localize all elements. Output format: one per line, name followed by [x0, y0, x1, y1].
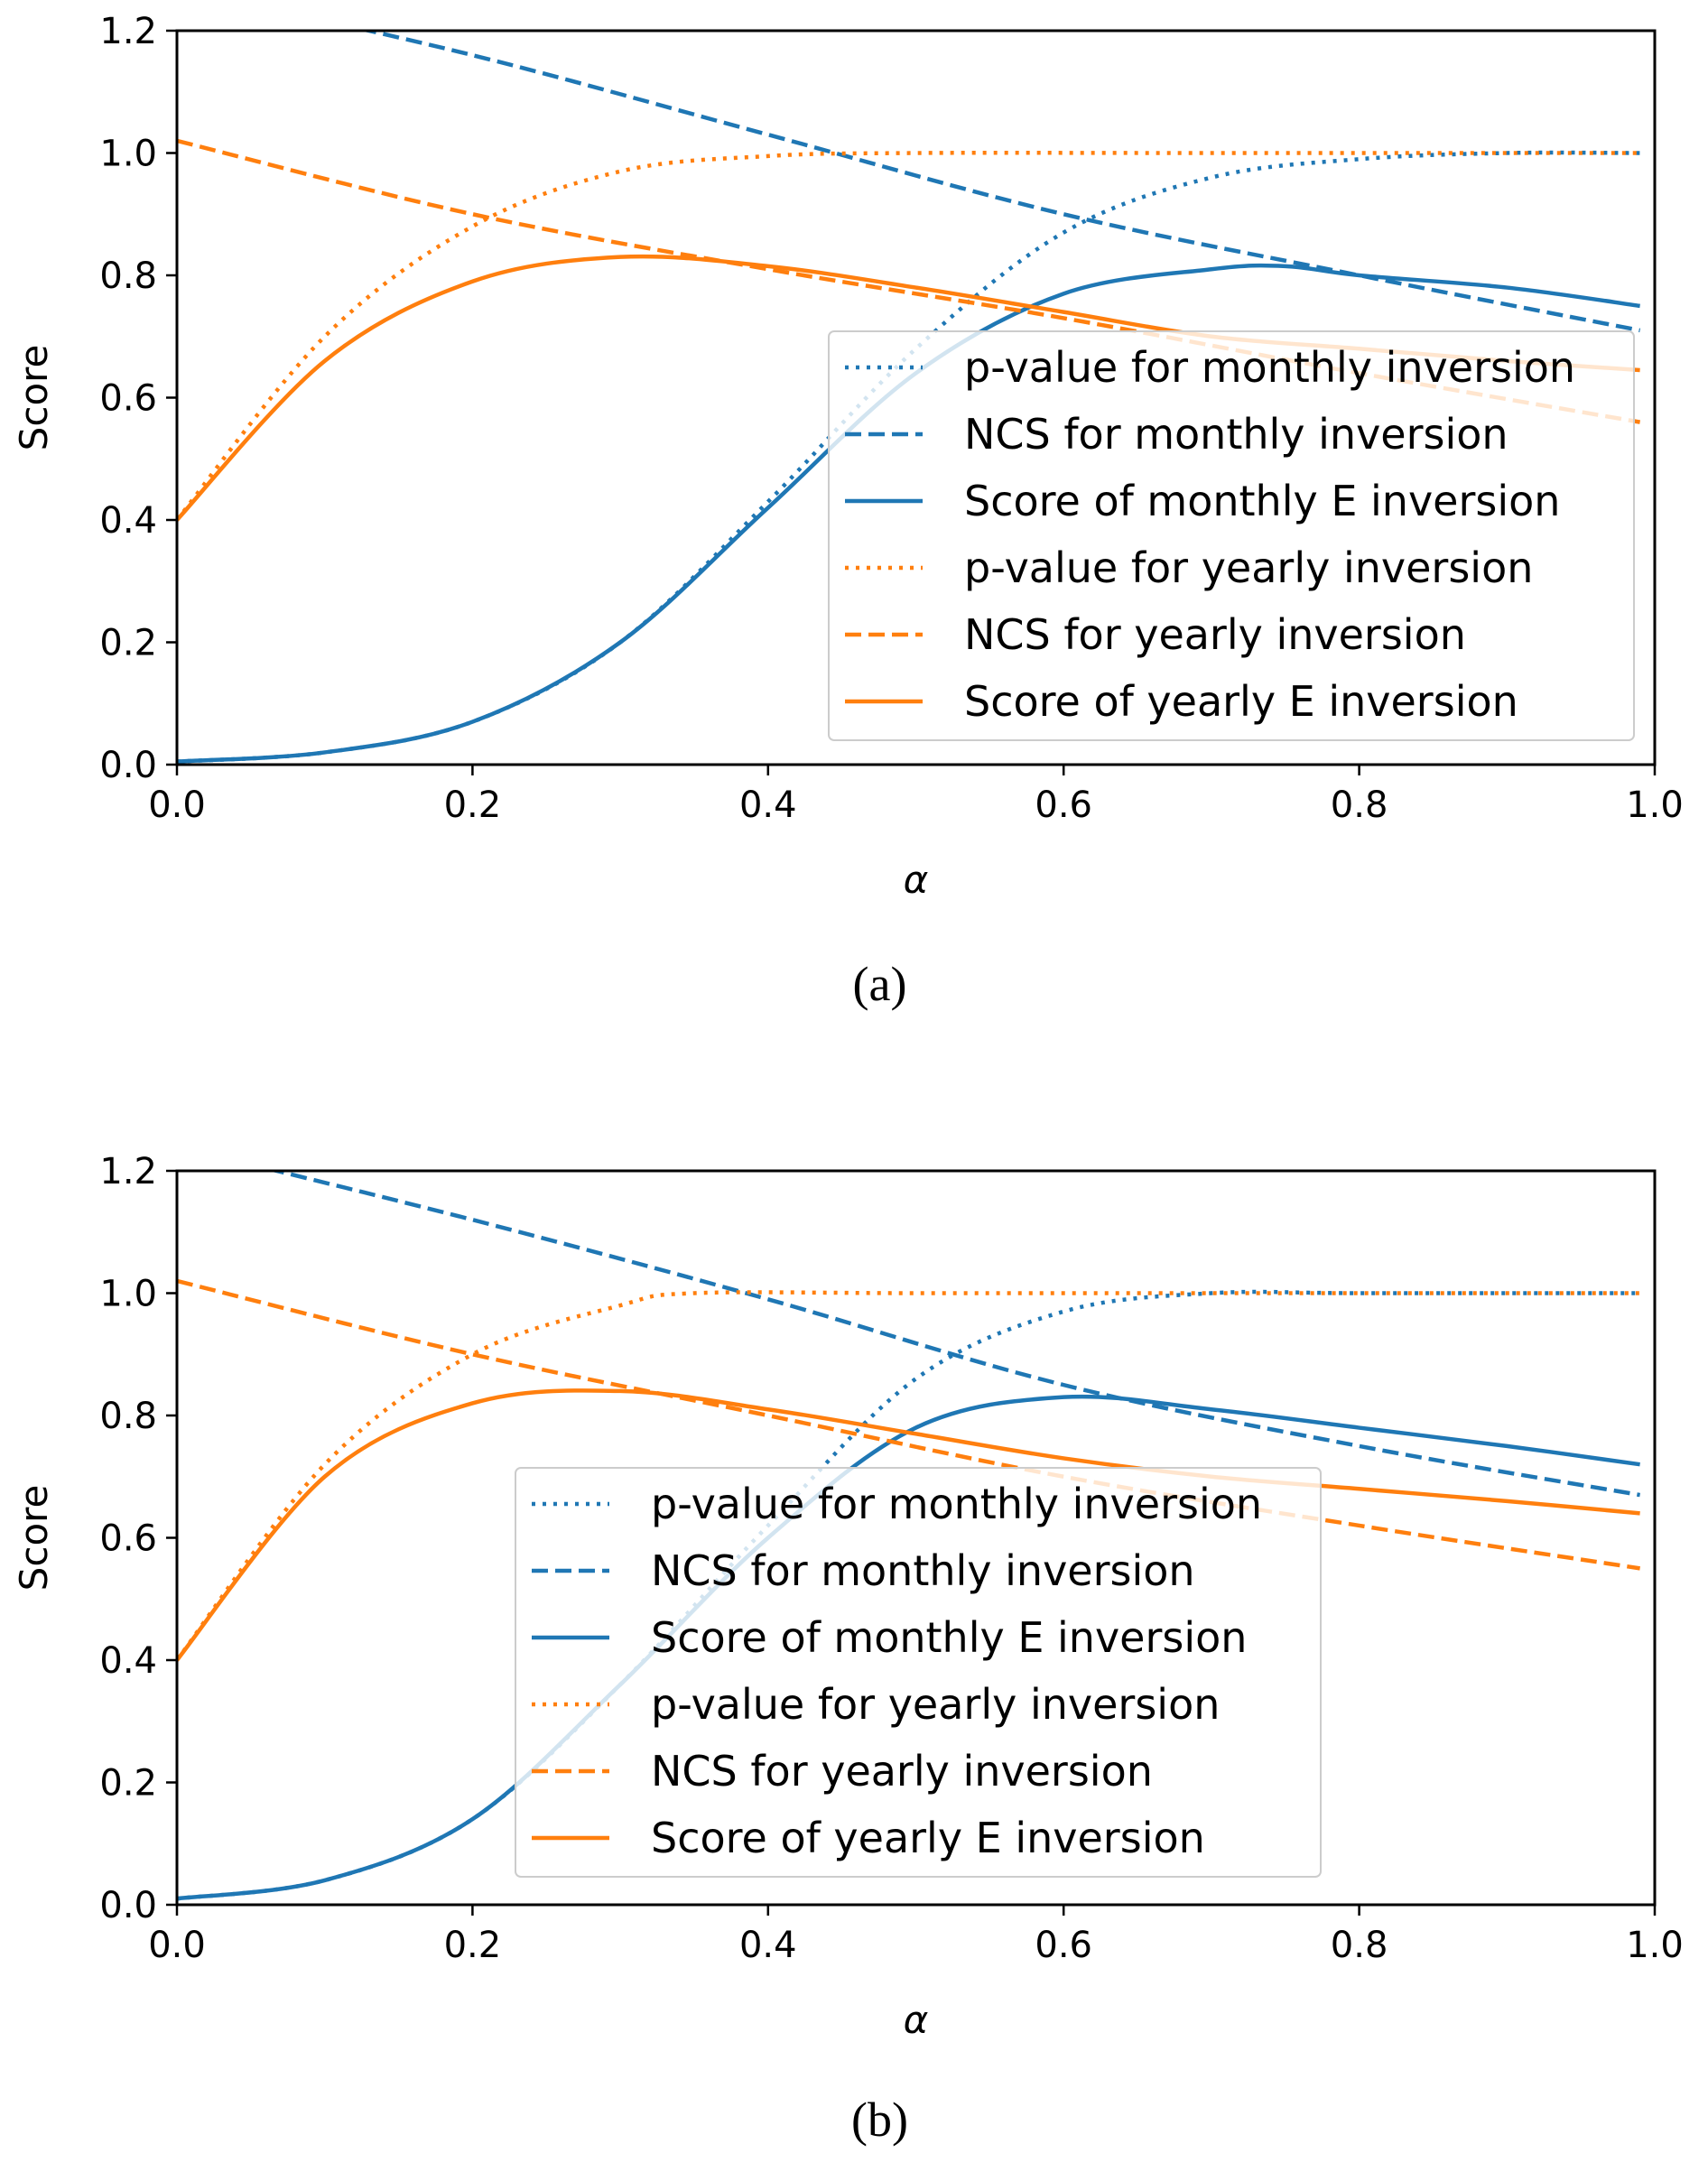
chart-a: 0.0 0.2 0.4 0.6 0.8 1.0 0.0 0.2 0.4 0.6 0.8 1.0 1.2 α… — [12, 11, 1684, 1011]
y-tick-label: 0.6 — [99, 1518, 157, 1560]
legend-label-5: Score of yearly E inversion — [651, 1814, 1205, 1862]
x-tick-label: 1.0 — [1626, 784, 1684, 826]
x-tick-label: 0.4 — [739, 784, 797, 826]
x-tick-label: 0.2 — [444, 1925, 502, 1966]
x-axis-label: α — [904, 1998, 929, 2042]
legend-label-2: Score of monthly E inversion — [651, 1613, 1247, 1662]
x-tick-label: 0.0 — [148, 1925, 206, 1966]
x-tick-label: 0.0 — [148, 784, 206, 826]
legend-box — [515, 1467, 1322, 1878]
legend-label-0: p-value for monthly inversion — [651, 1480, 1262, 1528]
x-tick-label: 0.2 — [444, 784, 502, 826]
legend-box — [828, 330, 1635, 741]
x-tick-label: 0.6 — [1035, 784, 1092, 826]
legend-label-2: Score of monthly E inversion — [964, 477, 1560, 525]
x-tick-label: 0.6 — [1035, 1925, 1092, 1966]
y-tick-label: 1.0 — [99, 1274, 157, 1315]
series-line-3 — [177, 150, 1640, 522]
y-tick-label: 0.0 — [99, 745, 157, 786]
y-axis-label: Score — [12, 345, 56, 451]
legend-label-1: NCS for monthly inversion — [964, 410, 1508, 459]
y-tick-label: 0.2 — [99, 623, 157, 664]
legend-label-1: NCS for monthly inversion — [651, 1546, 1195, 1595]
series-line-1 — [359, 31, 1641, 333]
y-tick-label: 0.8 — [99, 255, 157, 297]
x-tick-label: 0.8 — [1331, 784, 1388, 826]
legend-label-0: p-value for monthly inversion — [964, 343, 1575, 392]
y-tick-label: 1.2 — [99, 1151, 157, 1193]
series-line-4 — [177, 1278, 1640, 1571]
legend-label-3: p-value for yearly inversion — [651, 1680, 1220, 1729]
y-tick-label: 0.8 — [99, 1396, 157, 1437]
figure-caption: (a) — [853, 957, 907, 1011]
legend: p-value for monthly inversion NCS for mon… — [515, 1467, 1322, 1878]
x-tick-label: 0.4 — [739, 1925, 797, 1966]
legend-label-3: p-value for yearly inversion — [964, 543, 1533, 592]
legend-label-4: NCS for yearly inversion — [964, 610, 1466, 659]
legend: p-value for monthly inversion NCS for mon… — [828, 330, 1635, 741]
chart-b: 0.0 0.2 0.4 0.6 0.8 1.0 0.0 0.2 0.4 0.6 0.8 1.0 1.2 α… — [12, 1151, 1684, 2147]
series-line-1 — [268, 1171, 1641, 1498]
y-tick-label: 0.6 — [99, 378, 157, 420]
y-tick-label: 1.2 — [99, 11, 157, 52]
y-axis-label: Score — [12, 1485, 56, 1592]
series-line-5 — [177, 1388, 1640, 1662]
y-tick-label: 0.4 — [99, 1640, 157, 1682]
y-tick-label: 0.4 — [99, 500, 157, 542]
x-axis-label: α — [904, 858, 929, 902]
x-tick-label: 0.8 — [1331, 1925, 1388, 1966]
series-line-3 — [177, 1290, 1640, 1662]
legend-label-4: NCS for yearly inversion — [651, 1747, 1153, 1796]
y-tick-label: 0.2 — [99, 1763, 157, 1805]
y-tick-label: 1.0 — [99, 134, 157, 175]
x-tick-label: 1.0 — [1626, 1925, 1684, 1966]
legend-label-5: Score of yearly E inversion — [964, 677, 1518, 726]
y-tick-label: 0.0 — [99, 1885, 157, 1926]
figure-caption: (b) — [851, 2093, 908, 2147]
